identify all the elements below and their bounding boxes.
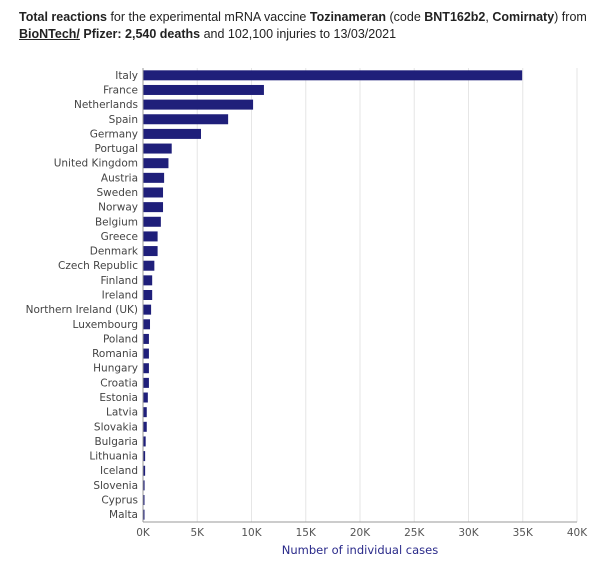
category-label: Greece bbox=[101, 231, 138, 243]
bar[interactable] bbox=[143, 436, 146, 447]
x-tick-label: 15K bbox=[296, 527, 317, 539]
bar[interactable] bbox=[143, 304, 152, 315]
bar[interactable] bbox=[143, 231, 158, 242]
bar[interactable] bbox=[143, 172, 165, 183]
category-label: Sweden bbox=[97, 187, 139, 199]
category-label: Bulgaria bbox=[94, 436, 138, 448]
category-label: Slovakia bbox=[94, 421, 138, 433]
category-label: Czech Republic bbox=[58, 260, 138, 272]
caption-text-3: , bbox=[485, 10, 493, 24]
x-axis-title: Number of individual cases bbox=[282, 543, 439, 557]
bar[interactable] bbox=[143, 348, 149, 359]
bar[interactable] bbox=[143, 246, 158, 257]
category-label: France bbox=[103, 84, 138, 96]
caption-vaccine-name: Tozinameran bbox=[309, 10, 387, 24]
bar[interactable] bbox=[143, 509, 145, 520]
category-label: Italy bbox=[115, 70, 138, 82]
category-label: Spain bbox=[109, 114, 138, 126]
caption-pfizer: Pfizer: bbox=[79, 27, 126, 41]
bar[interactable] bbox=[143, 99, 254, 110]
caption-text-1: for the experimental mRNA vaccine bbox=[106, 10, 310, 24]
category-label: Luxembourg bbox=[73, 319, 138, 331]
category-label: Latvia bbox=[106, 407, 138, 419]
bar[interactable] bbox=[143, 114, 229, 125]
category-label: Portugal bbox=[95, 143, 139, 155]
bar[interactable] bbox=[143, 290, 153, 300]
bar[interactable] bbox=[143, 465, 146, 476]
bar[interactable] bbox=[143, 84, 264, 95]
bar[interactable] bbox=[143, 158, 169, 169]
category-label: Finland bbox=[100, 275, 138, 287]
category-label: Hungary bbox=[93, 363, 138, 375]
bar[interactable] bbox=[143, 407, 147, 418]
category-label: Estonia bbox=[99, 392, 138, 404]
bar[interactable] bbox=[143, 70, 523, 81]
bar[interactable] bbox=[143, 216, 161, 227]
category-label: Poland bbox=[103, 333, 138, 345]
category-label: Cyprus bbox=[101, 495, 138, 507]
caption-text-2: (code bbox=[386, 10, 425, 24]
biontech-link[interactable]: BioNTech/ bbox=[19, 27, 80, 41]
category-label: Netherlands bbox=[74, 99, 138, 111]
caption-total-reactions: Total reactions bbox=[19, 10, 107, 24]
chart-caption: Total reactions for the experimental mRN… bbox=[19, 9, 589, 43]
x-tick-label: 40K bbox=[567, 527, 588, 539]
category-label: Germany bbox=[90, 128, 138, 140]
category-label: Denmark bbox=[90, 246, 139, 258]
x-tick-label: 30K bbox=[458, 527, 479, 539]
bar[interactable] bbox=[143, 480, 145, 491]
caption-vaccine-code: BNT162b2 bbox=[424, 10, 486, 24]
category-label: Belgium bbox=[95, 216, 138, 228]
category-label: Austria bbox=[101, 172, 138, 184]
bar[interactable] bbox=[143, 143, 172, 154]
bar[interactable] bbox=[143, 202, 164, 213]
category-label: Romania bbox=[92, 348, 138, 360]
caption-brand-name: Comirnaty bbox=[492, 10, 555, 24]
category-label: Norway bbox=[98, 202, 138, 214]
category-label: United Kingdom bbox=[54, 158, 138, 170]
category-label: Iceland bbox=[100, 465, 138, 477]
x-tick-label: 10K bbox=[241, 527, 262, 539]
bar[interactable] bbox=[143, 187, 164, 198]
category-label: Malta bbox=[109, 509, 138, 521]
category-label: Ireland bbox=[102, 290, 138, 302]
x-tick-label: 20K bbox=[350, 527, 371, 539]
x-tick-label: 5K bbox=[190, 527, 205, 539]
bar[interactable] bbox=[143, 392, 148, 403]
bar[interactable] bbox=[143, 495, 145, 506]
category-label: Slovenia bbox=[93, 480, 138, 492]
bar[interactable] bbox=[143, 421, 147, 432]
category-label: Northern Ireland (UK) bbox=[26, 304, 138, 316]
bar[interactable] bbox=[143, 363, 149, 374]
bar[interactable] bbox=[143, 451, 146, 462]
bar[interactable] bbox=[143, 275, 153, 286]
x-tick-label: 35K bbox=[513, 527, 534, 539]
x-tick-label: 25K bbox=[404, 527, 425, 539]
bar[interactable] bbox=[143, 377, 149, 388]
bar[interactable] bbox=[143, 319, 151, 330]
category-label: Croatia bbox=[100, 377, 138, 389]
caption-deaths: 2,540 deaths bbox=[125, 27, 201, 41]
category-label: Lithuania bbox=[89, 451, 138, 463]
bar[interactable] bbox=[143, 128, 202, 139]
caption-text-4: ) from bbox=[554, 10, 587, 24]
x-tick-label: 0K bbox=[136, 527, 151, 539]
caption-injuries: and 102,100 injuries to 13/03/2021 bbox=[200, 27, 397, 41]
bar[interactable] bbox=[143, 260, 155, 271]
bar[interactable] bbox=[143, 333, 149, 344]
